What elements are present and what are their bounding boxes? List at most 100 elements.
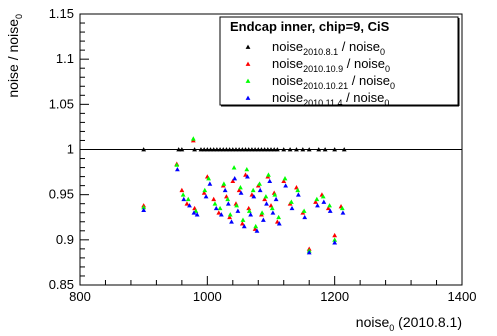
data-point-series-4 [225, 201, 231, 206]
legend-entry: noise2010.11.4 / noise0 [272, 90, 389, 108]
data-point-series-4 [187, 203, 192, 208]
x-tick-label: 1400 [448, 289, 477, 304]
data-point-series-1 [208, 147, 213, 152]
data-point-series-2 [227, 214, 233, 220]
data-point-series-3 [295, 187, 301, 193]
data-point-series-1 [316, 147, 322, 152]
data-point-series-3 [238, 185, 243, 190]
data-point-series-4 [175, 166, 180, 172]
data-point-series-4 [321, 199, 327, 204]
data-point-series-1 [255, 147, 261, 152]
data-point-series-4 [340, 210, 346, 215]
data-point-series-1 [204, 147, 210, 152]
legend-marker [245, 44, 251, 49]
data-point-series-4 [315, 203, 320, 208]
data-point-series-1 [217, 147, 223, 152]
data-point-series-1 [268, 147, 274, 152]
data-point-series-1 [201, 147, 207, 152]
data-point-series-3 [288, 199, 294, 204]
data-point-series-2 [262, 196, 268, 202]
data-point-series-1 [341, 147, 347, 152]
data-point-series-3 [263, 194, 269, 199]
legend-entry: noise2010.10.9 / noise0 [272, 56, 390, 74]
data-point-series-4 [207, 181, 213, 186]
axes: 800 1000 1200 1400 0.85 0.9 0.95 1 1.05 1.1 1.15 no… [5, 6, 476, 333]
data-point-series-3 [227, 212, 233, 217]
data-point-series-4 [327, 208, 333, 213]
data-point-series-1 [262, 147, 268, 152]
data-point-series-4 [141, 207, 147, 212]
legend-marker [245, 61, 251, 66]
data-point-series-1 [271, 147, 277, 152]
data-point-series-4 [251, 194, 257, 199]
data-point-series-3 [225, 196, 231, 202]
y-tick-label: 0.85 [49, 277, 74, 292]
data-point-series-2 [211, 196, 217, 202]
plot-area [80, 136, 462, 255]
data-point-series-3 [272, 192, 278, 197]
data-point-series-3 [282, 176, 288, 181]
data-point-series-3 [246, 208, 252, 213]
data-point-series-4 [213, 205, 219, 211]
data-point-series-1 [249, 147, 255, 152]
data-point-series-3 [257, 181, 262, 186]
data-point-series-4 [254, 228, 260, 233]
data-point-series-3 [212, 201, 218, 206]
y-tick-label: 1.05 [49, 96, 74, 111]
data-point-series-2 [281, 178, 287, 184]
data-point-series-1 [227, 147, 233, 152]
data-point-series-2 [332, 232, 338, 238]
data-point-series-1 [246, 147, 252, 152]
data-point-series-3 [259, 210, 265, 215]
data-point-series-1 [265, 147, 271, 152]
data-point-series-2 [236, 187, 242, 193]
data-point-series-1 [236, 147, 242, 152]
data-point-series-1 [332, 147, 338, 152]
y-tick-label: 0.9 [56, 232, 74, 247]
data-point-series-3 [250, 187, 256, 193]
data-point-series-1 [230, 147, 236, 152]
data-point-series-1 [192, 147, 197, 152]
data-point-series-4 [222, 187, 228, 193]
data-point-series-4 [283, 183, 289, 188]
data-point-series-4 [302, 214, 308, 220]
data-point-series-3 [180, 192, 186, 197]
data-point-series-1 [224, 147, 229, 152]
data-point-series-3 [327, 203, 332, 208]
data-point-series-4 [238, 190, 244, 195]
data-point-series-3 [244, 166, 250, 172]
data-point-series-4 [245, 174, 250, 179]
data-point-series-2 [184, 201, 190, 206]
data-point-series-1 [259, 147, 264, 152]
data-point-series-3 [185, 196, 191, 202]
y-tick-label: 1 [67, 142, 74, 157]
data-point-series-4 [235, 208, 241, 213]
data-point-series-3 [174, 162, 180, 167]
data-point-series-4 [276, 221, 282, 226]
data-point-series-4 [273, 196, 279, 202]
data-point-series-3 [269, 205, 275, 211]
x-tick-label: 1200 [320, 289, 349, 304]
data-point-series-4 [260, 217, 266, 222]
data-point-series-2 [246, 205, 252, 211]
data-point-series-3 [217, 205, 223, 211]
data-point-series-3 [240, 217, 246, 222]
legend-entry: noise2010.10.21 / noise0 [272, 73, 395, 91]
data-point-series-3 [231, 165, 237, 170]
data-point-series-1 [243, 147, 248, 152]
data-point-series-2 [230, 178, 236, 184]
data-point-series-1 [198, 147, 204, 152]
legend-box [219, 16, 459, 106]
data-point-series-3 [202, 187, 208, 193]
x-tick-label: 1000 [193, 289, 222, 304]
y-tick-label: 1.15 [49, 6, 74, 21]
data-point-series-1 [239, 147, 245, 152]
data-point-series-1 [287, 147, 293, 152]
data-point-series-3 [190, 136, 196, 141]
data-point-series-4 [306, 250, 312, 255]
data-point-series-1 [176, 147, 182, 152]
data-point-series-4 [194, 212, 200, 217]
data-point-series-3 [339, 205, 345, 211]
data-point-series-4 [203, 194, 209, 199]
